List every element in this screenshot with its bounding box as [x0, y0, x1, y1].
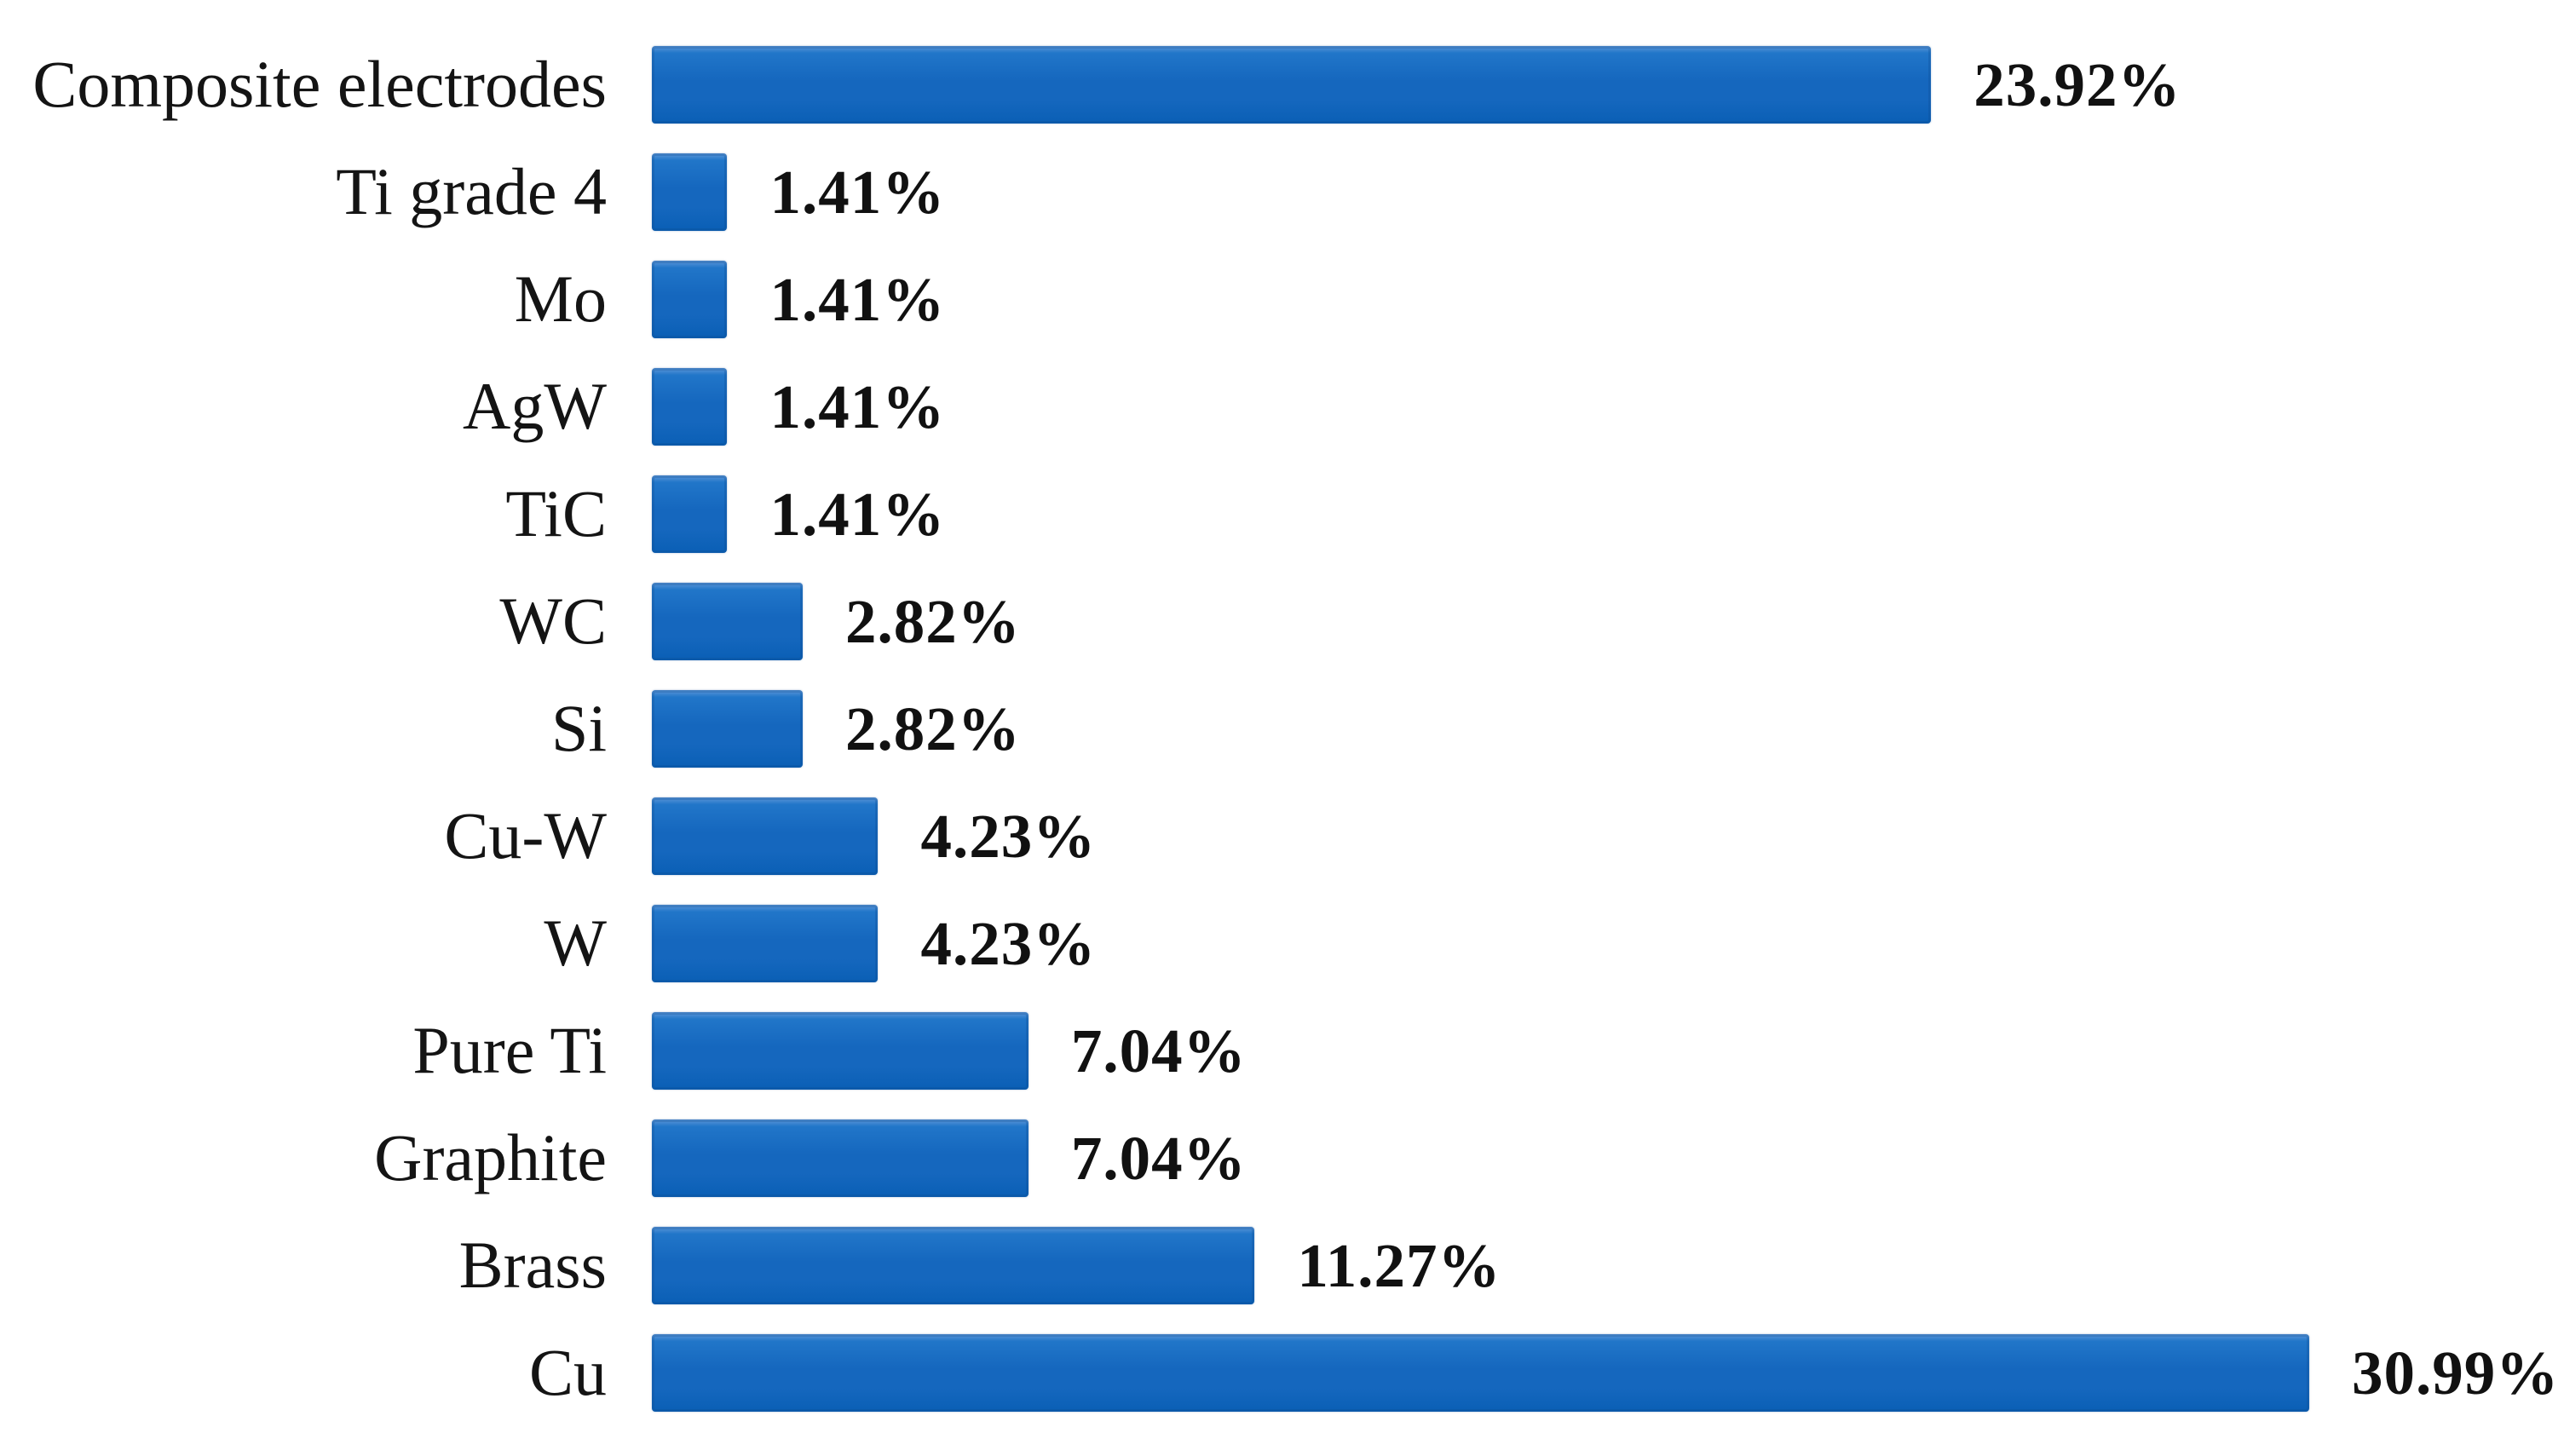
category-label: Pure Ti — [412, 1013, 607, 1087]
value-label: 2.82% — [844, 693, 1021, 763]
bar-track: 1.41% — [652, 460, 2564, 567]
chart-row: Si 2.82% — [0, 675, 2564, 782]
bar-track: 2.82% — [652, 675, 2564, 782]
category-label: Brass — [458, 1228, 607, 1302]
bar-track: 11.27% — [652, 1211, 2564, 1319]
bar-track: 7.04% — [652, 997, 2564, 1104]
bar-track: 1.41% — [652, 353, 2564, 460]
bar — [652, 45, 1932, 124]
bar — [652, 797, 879, 875]
chart-row: Composite electrodes 23.92% — [0, 31, 2564, 138]
bar — [652, 475, 728, 553]
category-label: Si — [550, 691, 607, 765]
value-label: 7.04% — [1070, 1016, 1247, 1085]
category-label: Ti grade 4 — [336, 154, 607, 228]
bar — [652, 1226, 1255, 1304]
chart-row: Pure Ti 7.04% — [0, 997, 2564, 1104]
category-label: AgW — [463, 369, 607, 443]
bar — [652, 260, 728, 338]
bar-track: 23.92% — [652, 31, 2564, 138]
bar — [652, 904, 879, 982]
chart-row: Mo 1.41% — [0, 245, 2564, 353]
bar — [652, 1119, 1028, 1197]
value-label: 30.99% — [2352, 1338, 2560, 1407]
value-label: 11.27% — [1297, 1230, 1501, 1300]
chart-plot-area: Composite electrodes 23.92% Ti grade 4 1… — [0, 31, 2564, 1426]
bar-track: 1.41% — [652, 138, 2564, 245]
bar-track: 1.41% — [652, 245, 2564, 353]
bar-track: 4.23% — [652, 889, 2564, 997]
value-label: 23.92% — [1973, 49, 2181, 119]
chart-row: TiC 1.41% — [0, 460, 2564, 567]
chart-row: W 4.23% — [0, 889, 2564, 997]
bar — [652, 153, 728, 231]
bar-track: 7.04% — [652, 1104, 2564, 1211]
bar — [652, 689, 803, 768]
bar — [652, 1333, 2309, 1412]
chart-row: AgW 1.41% — [0, 353, 2564, 460]
value-label: 1.41% — [769, 264, 946, 334]
category-label: TiC — [505, 476, 607, 550]
value-label: 4.23% — [920, 801, 1097, 871]
category-label: Cu-W — [444, 798, 607, 872]
category-label: Cu — [528, 1335, 607, 1409]
category-label: Graphite — [374, 1120, 607, 1194]
bar-track: 4.23% — [652, 782, 2564, 889]
category-label: Mo — [514, 262, 607, 336]
chart-row: WC 2.82% — [0, 567, 2564, 675]
chart-row: Brass 11.27% — [0, 1211, 2564, 1319]
bar — [652, 582, 803, 660]
bar-track: 30.99% — [652, 1319, 2564, 1426]
bar-track: 2.82% — [652, 567, 2564, 675]
category-label: Composite electrodes — [32, 47, 607, 121]
category-label: WC — [499, 584, 607, 658]
value-label: 1.41% — [769, 371, 946, 441]
value-label: 1.41% — [769, 479, 946, 549]
category-label: W — [544, 906, 607, 980]
chart-row: Cu 30.99% — [0, 1319, 2564, 1426]
value-label: 7.04% — [1070, 1123, 1247, 1193]
bar — [652, 367, 728, 446]
value-label: 4.23% — [920, 908, 1097, 978]
chart-row: Graphite 7.04% — [0, 1104, 2564, 1211]
bar — [652, 1011, 1028, 1090]
value-label: 2.82% — [844, 586, 1021, 656]
chart-row: Ti grade 4 1.41% — [0, 138, 2564, 245]
chart-row: Cu-W 4.23% — [0, 782, 2564, 889]
value-label: 1.41% — [769, 157, 946, 227]
